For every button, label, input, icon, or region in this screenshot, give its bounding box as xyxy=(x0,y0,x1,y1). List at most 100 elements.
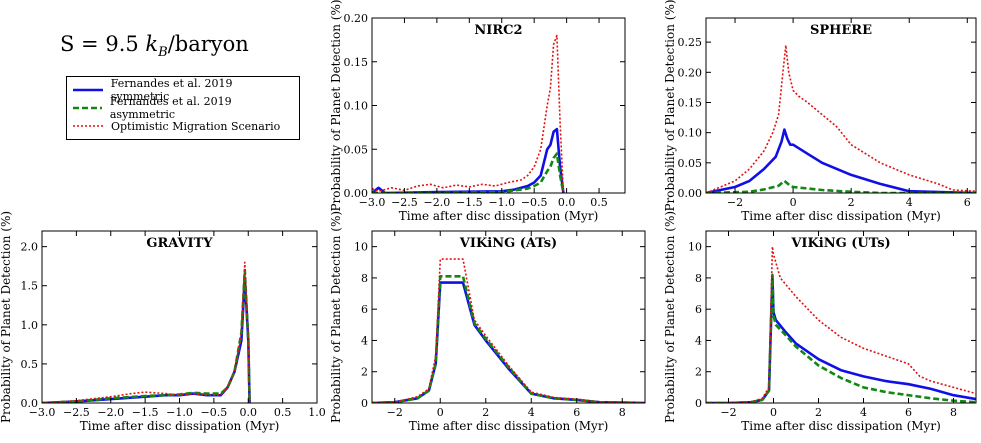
chart-title-sphere: SPHERE xyxy=(810,23,872,38)
x-tick-label-nirc2: 0.5 xyxy=(590,196,608,209)
x-tick-label-sphere: 0 xyxy=(790,196,797,209)
y-axis-label-gravity: Probability of Planet Detection (%) xyxy=(0,211,13,423)
axes-frame-viking-uts xyxy=(705,230,977,404)
x-tick-label-viking-ats: 6 xyxy=(573,406,580,419)
series-line-viking-ats-asymmetric xyxy=(372,275,645,403)
series-group-sphere xyxy=(706,44,976,193)
series-group-viking-uts xyxy=(706,245,976,403)
entropy-suffix: /baryon xyxy=(167,32,249,56)
series-line-viking-uts-asymmetric xyxy=(706,273,976,403)
entropy-kb-symbol: k xyxy=(145,32,159,56)
panel-sphere: −2 0 2 4 6 0.00 0.05 0.10 0.15 0.20 0.25 SPHERE Time… xyxy=(663,0,977,223)
legend-swatch-asymmetric xyxy=(73,106,102,110)
y-tick-label-gravity: 1.5 xyxy=(21,280,39,293)
x-axis-label-sphere: Time after disc dissipation (Myr) xyxy=(741,209,941,223)
y-tick-label-sphere: 0.10 xyxy=(678,127,703,140)
series-line-sphere-symmetric xyxy=(706,128,976,193)
y-tick-label-viking-uts: 2 xyxy=(695,366,702,379)
y-tick-label-viking-ats: 4 xyxy=(361,334,368,347)
y-axis-label-sphere: Probability of Planet Detection (%) xyxy=(663,0,677,212)
y-tick-label-viking-ats: 2 xyxy=(361,366,368,379)
y-tick-label-sphere: 0.05 xyxy=(678,157,703,170)
y-tick-label-viking-uts: 0 xyxy=(695,397,702,410)
axes-frame-viking-ats xyxy=(371,230,646,404)
x-axis-label-viking-ats: Time after disc dissipation (Myr) xyxy=(409,419,609,433)
y-tick-label-viking-uts: 6 xyxy=(695,303,702,316)
entropy-prefix: S = 9.5 xyxy=(60,32,146,56)
y-tick-label-sphere: 0.00 xyxy=(678,187,703,200)
series-line-viking-uts-optimistic xyxy=(706,245,976,403)
y-tick-label-viking-uts: 4 xyxy=(695,334,702,347)
y-tick-label-nirc2: 0.00 xyxy=(344,187,369,200)
y-tick-label-viking-ats: 0 xyxy=(361,397,368,410)
y-tick-label-nirc2: 0.05 xyxy=(344,143,369,156)
panel-viking-ats: −2 0 2 4 6 8 0 2 4 6 8 10 VIKiNG (ATs) Time after dis… xyxy=(329,211,646,433)
x-tick-label-viking-uts: 4 xyxy=(860,406,867,419)
series-group-viking-ats xyxy=(372,258,645,403)
legend-label-asymmetric: Fernandes et al. 2019 asymmetric xyxy=(109,95,232,121)
x-tick-label-viking-ats: 0 xyxy=(437,406,444,419)
y-tick-label-gravity: 0.0 xyxy=(21,397,39,410)
x-tick-label-nirc2: −1.0 xyxy=(488,196,515,209)
series-line-gravity-symmetric xyxy=(42,276,251,403)
x-tick-label-gravity: −2.5 xyxy=(63,406,90,419)
series-line-nirc2-symmetric xyxy=(372,127,565,193)
x-tick-label-nirc2: −2.5 xyxy=(391,196,418,209)
legend-item-optimistic: Optimistic Migration Scenario xyxy=(73,117,293,135)
x-tick-label-gravity: −0.5 xyxy=(201,406,228,419)
x-tick-label-gravity: 1.0 xyxy=(308,406,326,419)
y-tick-label-nirc2: 0.15 xyxy=(344,56,369,69)
y-tick-label-viking-ats: 6 xyxy=(361,303,368,316)
y-tick-label-gravity: 1.0 xyxy=(21,319,39,332)
x-tick-label-nirc2: −2.0 xyxy=(424,196,451,209)
series-line-viking-ats-optimistic xyxy=(372,258,645,403)
entropy-kb-subscript: B xyxy=(158,45,168,61)
y-axis-label-viking-uts: Probability of Planet Detection (%) xyxy=(663,211,677,423)
legend-label-symmetric: Fernandes et al. 2019 symmetric xyxy=(110,77,233,103)
x-tick-label-nirc2: −1.5 xyxy=(456,196,483,209)
x-tick-label-viking-uts: −2 xyxy=(720,406,736,419)
axes-frame-sphere xyxy=(705,17,977,194)
x-tick-label-gravity: −1.5 xyxy=(132,406,159,419)
chart-title-viking-ats: VIKiNG (ATs) xyxy=(459,236,557,251)
x-tick-label-gravity: −3.0 xyxy=(29,406,56,419)
x-tick-label-viking-uts: 6 xyxy=(905,406,912,419)
chart-title-viking-uts: VIKiNG (UTs) xyxy=(790,236,890,251)
legend-item-symmetric: Fernandes et al. 2019 symmetric xyxy=(73,77,293,103)
legend: Fernandes et al. 2019 symmetric Fernande… xyxy=(66,76,300,140)
x-tick-label-gravity: −2.0 xyxy=(97,406,124,419)
y-tick-label-sphere: 0.15 xyxy=(678,96,703,109)
series-line-gravity-asymmetric xyxy=(42,268,251,403)
panel-gravity: −3.0 −2.5 −2.0 −1.5 −1.0 −0.5 0.0 0.5 1.0 0.0 0.5 1… xyxy=(0,211,326,433)
panel-viking-uts: −2 0 2 4 6 8 0 2 4 6 8 10 VIKiNG (UTs) Time after dis… xyxy=(663,211,977,433)
x-axis-label-viking-uts: Time after disc dissipation (Myr) xyxy=(741,419,941,433)
series-line-nirc2-optimistic xyxy=(372,34,565,193)
legend-swatch-symmetric xyxy=(73,88,103,92)
legend-swatch-optimistic xyxy=(73,125,103,127)
series-line-viking-ats-symmetric xyxy=(372,281,645,403)
x-tick-label-gravity: 0.5 xyxy=(274,406,292,419)
panel-nirc2: −3.0 −2.5 −2.0 −1.5 −1.0 −0.5 0.0 0.5 0.00 0.05 0.… xyxy=(329,0,626,223)
series-group-gravity xyxy=(42,261,251,403)
x-tick-label-viking-uts: 8 xyxy=(950,406,957,419)
y-axis-label-viking-ats: Probability of Planet Detection (%) xyxy=(329,211,343,423)
x-tick-label-viking-uts: 2 xyxy=(815,406,822,419)
legend-label-optimistic: Optimistic Migration Scenario xyxy=(111,119,281,133)
x-tick-label-viking-uts: 0 xyxy=(770,406,777,419)
y-tick-label-gravity: 2.0 xyxy=(21,241,39,254)
y-axis-label-nirc2: Probability of Planet Detection (%) xyxy=(329,0,343,212)
series-group-nirc2 xyxy=(372,34,565,193)
x-tick-label-sphere: −2 xyxy=(727,196,743,209)
x-tick-label-nirc2: −0.5 xyxy=(521,196,548,209)
y-tick-label-viking-uts: 8 xyxy=(695,272,702,285)
series-line-nirc2-asymmetric xyxy=(372,152,565,193)
x-tick-label-nirc2: 0.0 xyxy=(558,196,576,209)
y-tick-label-nirc2: 0.20 xyxy=(344,12,369,25)
x-tick-label-gravity: 0.0 xyxy=(240,406,258,419)
y-tick-label-gravity: 0.5 xyxy=(21,358,39,371)
x-tick-label-sphere: 6 xyxy=(964,196,971,209)
series-line-sphere-optimistic xyxy=(706,44,976,193)
x-tick-label-viking-ats: −2 xyxy=(387,406,403,419)
y-tick-label-sphere: 0.20 xyxy=(678,66,703,79)
